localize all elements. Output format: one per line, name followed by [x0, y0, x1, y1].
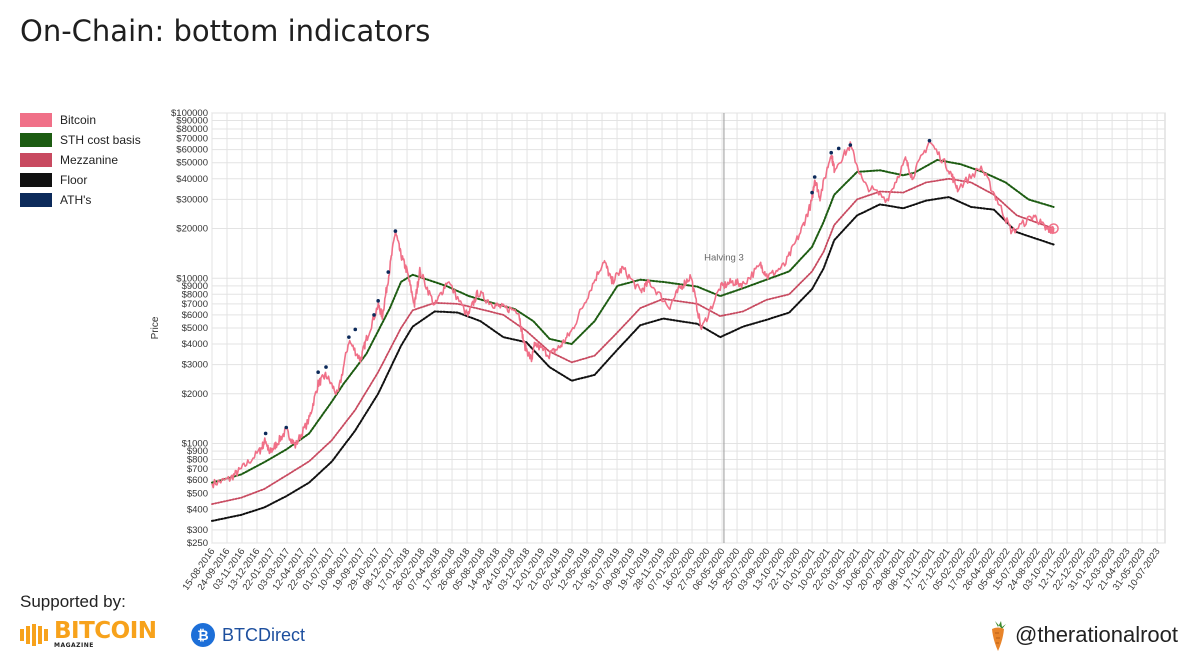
legend-label-sth: STH cost basis	[60, 133, 141, 147]
y-tick-label: $40000	[176, 174, 208, 185]
y-tick-label: $400	[187, 504, 208, 515]
btcdirect-logo: ₿ BTCDirect	[190, 622, 305, 648]
series-line-floor	[211, 196, 1055, 522]
y-tick-label: $90000	[176, 116, 208, 127]
y-tick-label: $500	[187, 488, 208, 499]
bitcoin-magazine-icon	[20, 623, 48, 646]
bitcoin-magazine-subtext: MAGAZINE	[54, 642, 94, 649]
y-tick-label: $80000	[176, 124, 208, 135]
svg-text:₿: ₿	[197, 628, 208, 644]
halving-label: Halving 3	[704, 253, 744, 264]
chart-legend: Bitcoin STH cost basis Mezzanine Floor A…	[20, 110, 141, 210]
ath-point	[324, 365, 328, 369]
ath-point	[284, 425, 289, 430]
legend-label-floor: Floor	[60, 173, 88, 187]
legend-item-mezzanine[interactable]: Mezzanine	[20, 150, 141, 170]
legend-item-sth[interactable]: STH cost basis	[20, 130, 141, 150]
ath-point	[848, 143, 853, 147]
supported-by-label: Supported by:	[20, 592, 126, 611]
y-tick-label: $900	[187, 446, 208, 457]
legend-item-floor[interactable]: Floor	[20, 170, 141, 190]
y-tick-label: $9000	[182, 281, 208, 292]
btcdirect-icon: ₿	[191, 623, 215, 647]
y-tick-label: $50000	[176, 158, 208, 169]
y-tick-label: $70000	[176, 134, 208, 145]
series-line-mezzanine	[211, 177, 1055, 505]
price-chart: $250 $300 $400 $500 $600$700$800$900$1000 $20…	[150, 108, 1166, 590]
y-tick-label: $8000	[182, 289, 208, 300]
ath-point	[927, 138, 932, 143]
author-handle[interactable]: @therationalroot	[987, 618, 1178, 652]
legend-swatch-ath	[20, 193, 52, 207]
y-tick-label: $6000	[182, 310, 208, 321]
bitcoin-magazine-logo: BITCOIN MAGAZINE	[20, 620, 157, 649]
y-tick-label: $5000	[182, 323, 208, 334]
y-axis-label: Price	[150, 316, 161, 339]
y-tick-label: $30000	[176, 194, 208, 205]
ath-point	[393, 229, 398, 233]
ath-point	[829, 150, 834, 155]
y-tick-label: $10000	[176, 273, 208, 284]
y-tick-label: $100000	[171, 108, 208, 119]
ath-point	[386, 270, 391, 274]
ath-point	[263, 431, 268, 436]
current-price-marker	[1048, 223, 1059, 234]
bitcoin-magazine-text: BITCOIN	[54, 618, 157, 644]
y-tick-label: $3000	[182, 360, 208, 371]
y-tick-label: $4000	[182, 339, 208, 350]
page-title: On-Chain: bottom indicators	[20, 14, 431, 48]
legend-label-ath: ATH's	[60, 193, 92, 207]
ath-point	[812, 175, 817, 179]
carrot-icon	[992, 621, 1007, 651]
y-tick-label: $800	[187, 455, 208, 466]
y-tick-label: $1000	[182, 439, 208, 450]
series-line-sth	[211, 158, 1055, 484]
y-tick-label: $700	[187, 464, 208, 475]
y-tick-label: $250	[187, 538, 208, 549]
series-line-bitcoin	[211, 140, 1055, 489]
y-tick-label: $7000	[182, 299, 208, 310]
legend-item-bitcoin[interactable]: Bitcoin	[20, 110, 141, 130]
y-tick-label: $300	[187, 525, 208, 536]
ath-point	[810, 190, 814, 195]
author-handle-text: @therationalroot	[1015, 622, 1178, 647]
legend-item-ath[interactable]: ATH's	[20, 190, 141, 210]
y-tick-label: $2000	[182, 389, 208, 400]
legend-label-mezzanine: Mezzanine	[60, 153, 119, 167]
ath-point	[836, 146, 841, 151]
ath-point	[316, 370, 320, 375]
legend-swatch-mezzanine	[20, 153, 52, 167]
ath-point	[376, 299, 380, 303]
ath-point	[347, 335, 351, 339]
y-tick-label: $60000	[176, 145, 208, 156]
ath-point	[372, 313, 376, 317]
legend-swatch-floor	[20, 173, 52, 187]
legend-swatch-bitcoin	[20, 113, 52, 127]
y-tick-label: $20000	[176, 224, 208, 235]
legend-label-bitcoin: Bitcoin	[60, 113, 97, 127]
y-tick-label: $600	[187, 475, 208, 486]
legend-swatch-sth	[20, 133, 52, 147]
ath-point	[353, 327, 358, 332]
btcdirect-text: BTCDirect	[222, 624, 306, 645]
